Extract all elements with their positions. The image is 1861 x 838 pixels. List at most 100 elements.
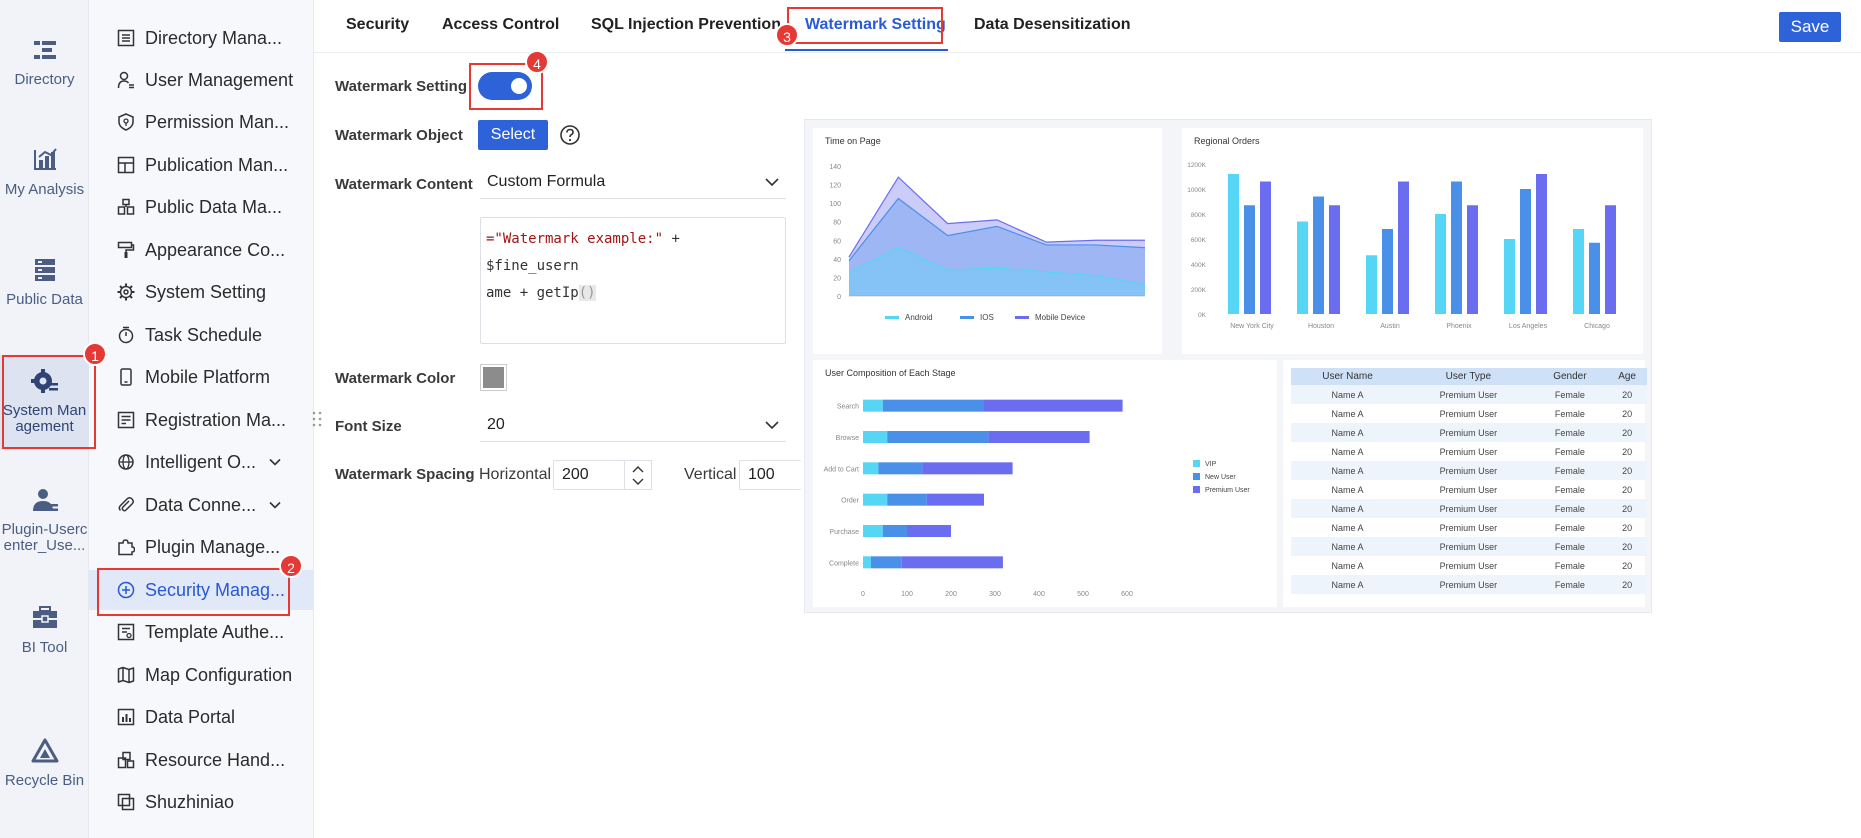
sidebar-item-appearance-configuration[interactable]: Appearance Co... <box>89 230 314 270</box>
annotation-badge-1: 1 <box>83 342 107 366</box>
table-cell: 20 <box>1622 446 1633 457</box>
horizontal-spacing-input[interactable]: 200 <box>553 460 625 490</box>
table-cell: 20 <box>1607 575 1647 594</box>
chevron-down-icon[interactable] <box>268 498 282 512</box>
table-row: Name A Premium User Female 20 <box>1291 442 1647 461</box>
sidebar-item-permission-management[interactable]: Permission Man... <box>89 102 314 142</box>
sidebar-item-template-authentication[interactable]: Template Authe... <box>89 612 314 652</box>
user-composition-chart: User Composition of Each Stage Search Brow… <box>813 360 1277 607</box>
sidebar-item-label: Data Portal <box>145 706 236 727</box>
bar <box>1589 242 1600 314</box>
annotation-box-4 <box>469 63 543 110</box>
table-cell: Female <box>1554 484 1585 495</box>
sidebar-item-intelligent-operations[interactable]: Intelligent O... <box>89 442 314 482</box>
stacked-bar-chart: User Composition of Each Stage Search Brow… <box>824 368 1251 598</box>
sidebar-item-mobile-platform[interactable]: Mobile Platform <box>89 357 314 397</box>
drag-handle-icon[interactable] <box>312 410 322 428</box>
legend-swatch <box>1193 486 1200 493</box>
bar <box>1504 239 1515 314</box>
sidebar-item-plugin-management[interactable]: Plugin Manage... <box>89 527 314 567</box>
bar <box>1536 174 1547 314</box>
watermark-toggle[interactable] <box>478 72 532 100</box>
rail-item-system-management[interactable]: System Man agement <box>0 355 89 450</box>
sidebar-item-security-management[interactable]: Security Manag... <box>89 570 314 610</box>
rail-item-plugin-usercenter[interactable]: Plugin-Userc enter_Use... <box>0 486 89 554</box>
sidebar-item-resource-handover[interactable]: Resource Hand... <box>89 740 314 780</box>
sidebar-item-user-management[interactable]: User Management <box>89 60 314 100</box>
annotation-box-2 <box>97 568 290 616</box>
chevron-down-icon[interactable] <box>268 455 282 469</box>
watermark-content-value: Custom Formula <box>487 172 606 190</box>
table-cell: Premium User <box>1439 560 1498 571</box>
horizontal-spacing-stepper[interactable] <box>624 460 652 490</box>
color-swatch-fill <box>483 367 504 388</box>
sidebar-item-task-schedule[interactable]: Task Schedule <box>89 315 314 355</box>
sidebar-item-label: User Management <box>145 69 294 90</box>
legend-swatch <box>960 316 974 319</box>
bar-segment <box>926 493 984 506</box>
sidebar-item-map-configuration[interactable]: Map Configuration <box>89 655 314 695</box>
sidebar-item-data-connection[interactable]: Data Conne... <box>89 485 314 525</box>
bar <box>1313 196 1324 314</box>
paint-roller-icon <box>117 241 135 258</box>
paperclip-icon <box>118 497 134 512</box>
table-cell: Female <box>1554 446 1585 457</box>
sidebar-item-shuzhiniao[interactable]: Shuzhiniao <box>89 782 314 822</box>
vertical-label: Vertical <box>684 466 737 483</box>
chart-title: User Composition of Each Stage <box>825 368 956 378</box>
font-size-label: Font Size <box>335 418 402 435</box>
table-row: Name A Premium User Female 20 <box>1291 499 1647 518</box>
sidebar-item-publication-management[interactable]: Publication Man... <box>89 145 314 185</box>
legend-label: Premium User <box>1205 487 1250 494</box>
system-gear-icon <box>30 369 58 393</box>
formula-editor[interactable]: ="Watermark example:" + $fine_usern ame … <box>480 217 786 344</box>
rail-item-directory[interactable]: Directory <box>0 36 89 88</box>
table-cell: Premium User <box>1404 423 1533 442</box>
table-row: Name A Premium User Female 20 <box>1291 556 1647 575</box>
select-object-button[interactable]: Select <box>478 120 548 150</box>
tab-security[interactable]: Security <box>346 16 410 33</box>
tab-watermark-setting[interactable]: Watermark Setting <box>805 16 946 33</box>
table-cell: Name A <box>1331 446 1364 457</box>
toggle-knob <box>511 78 527 94</box>
sidebar-item-registration-management[interactable]: Registration Ma... <box>89 400 314 440</box>
sidebar-item-system-setting[interactable]: System Setting <box>89 272 314 312</box>
tab-data-desensitization[interactable]: Data Desensitization <box>974 16 1131 33</box>
table-cell: Premium User <box>1404 575 1533 594</box>
y-tick-label: 200K <box>1191 287 1207 294</box>
rail-label-line1: System Man <box>2 402 87 419</box>
table-cell: Female <box>1554 408 1585 419</box>
stepper-down-icon[interactable] <box>631 477 645 487</box>
watermark-content-select[interactable]: Custom Formula <box>480 165 786 199</box>
tab-sql-injection-prevention[interactable]: SQL Injection Prevention <box>591 16 781 33</box>
map-icon <box>117 666 135 684</box>
vertical-spacing-input[interactable]: 100 <box>739 460 801 490</box>
table-cell: 20 <box>1607 499 1647 518</box>
tab-access-control[interactable]: Access Control <box>442 16 560 33</box>
watermark-color-picker[interactable] <box>480 364 507 391</box>
table-cell: 20 <box>1607 537 1647 556</box>
legend-swatch <box>1193 460 1200 467</box>
sidebar-item-label: Public Data Ma... <box>145 196 283 217</box>
chart-title: Time on Page <box>825 136 881 146</box>
table-cell: Female <box>1554 522 1585 533</box>
sidebar-item-directory-management[interactable]: Directory Mana... <box>89 18 314 58</box>
area-mobile-device <box>849 177 1145 296</box>
regional-orders-chart: Regional Orders 0K 200K 400K 600K 800K 1000K 12… <box>1182 128 1643 354</box>
y-tick-label: 0K <box>1198 312 1207 319</box>
save-button[interactable]: Save <box>1779 12 1841 42</box>
y-tick-label: 140 <box>829 164 841 171</box>
sidebar-item-label: Task Schedule <box>145 324 263 345</box>
rail-item-my-analysis[interactable]: My Analysis <box>0 146 89 198</box>
list-icon <box>117 29 135 47</box>
font-size-select[interactable]: 20 <box>480 408 786 442</box>
sidebar-item-data-portal[interactable]: Data Portal <box>89 697 314 737</box>
help-icon[interactable] <box>559 124 581 146</box>
rail-item-public-data[interactable]: Public Data <box>0 256 89 308</box>
rail-item-bi-tool[interactable]: BI Tool <box>0 604 89 656</box>
bar-segment <box>863 431 888 443</box>
stepper-up-icon[interactable] <box>631 464 645 474</box>
rail-item-recycle-bin[interactable]: Recycle Bin <box>0 737 89 789</box>
formula-parens: () <box>578 285 596 301</box>
sidebar-item-public-data-management[interactable]: Public Data Ma... <box>89 187 314 227</box>
